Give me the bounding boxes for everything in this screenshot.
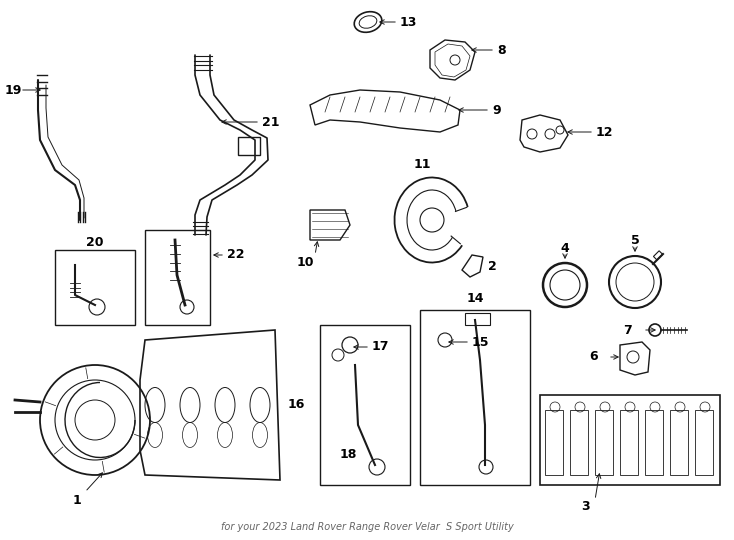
Text: 15: 15 bbox=[472, 335, 490, 348]
Text: 2: 2 bbox=[488, 260, 497, 273]
Text: for your 2023 Land Rover Range Rover Velar  S Sport Utility: for your 2023 Land Rover Range Rover Vel… bbox=[221, 522, 513, 532]
Bar bbox=[420, 310, 530, 485]
Text: 6: 6 bbox=[589, 350, 598, 363]
Text: 9: 9 bbox=[492, 104, 501, 117]
Text: 17: 17 bbox=[372, 341, 390, 354]
Text: 21: 21 bbox=[262, 116, 280, 129]
Text: 8: 8 bbox=[497, 44, 506, 57]
Bar bbox=[465, 313, 490, 325]
Text: 7: 7 bbox=[622, 323, 631, 336]
Bar bbox=[545, 410, 563, 475]
Bar bbox=[540, 395, 720, 485]
Bar bbox=[620, 410, 638, 475]
Bar bbox=[653, 251, 663, 260]
Bar bbox=[55, 250, 135, 325]
Text: 11: 11 bbox=[413, 158, 431, 171]
Bar bbox=[145, 230, 210, 325]
Bar bbox=[595, 410, 613, 475]
Text: 10: 10 bbox=[297, 255, 313, 268]
Text: 20: 20 bbox=[87, 237, 103, 249]
Text: 18: 18 bbox=[339, 449, 357, 462]
Bar bbox=[645, 410, 663, 475]
Text: 13: 13 bbox=[400, 16, 418, 29]
Text: 16: 16 bbox=[288, 399, 305, 411]
Text: 1: 1 bbox=[73, 494, 81, 507]
Text: 4: 4 bbox=[561, 242, 570, 255]
Bar bbox=[695, 410, 713, 475]
Text: 5: 5 bbox=[631, 234, 639, 247]
Text: 19: 19 bbox=[5, 84, 22, 97]
Text: 12: 12 bbox=[596, 125, 614, 138]
Bar bbox=[238, 137, 260, 155]
Text: 14: 14 bbox=[466, 292, 484, 305]
Text: 22: 22 bbox=[227, 248, 244, 261]
Bar bbox=[570, 410, 588, 475]
Bar bbox=[670, 410, 688, 475]
Bar bbox=[320, 325, 410, 485]
Text: 3: 3 bbox=[581, 501, 589, 514]
